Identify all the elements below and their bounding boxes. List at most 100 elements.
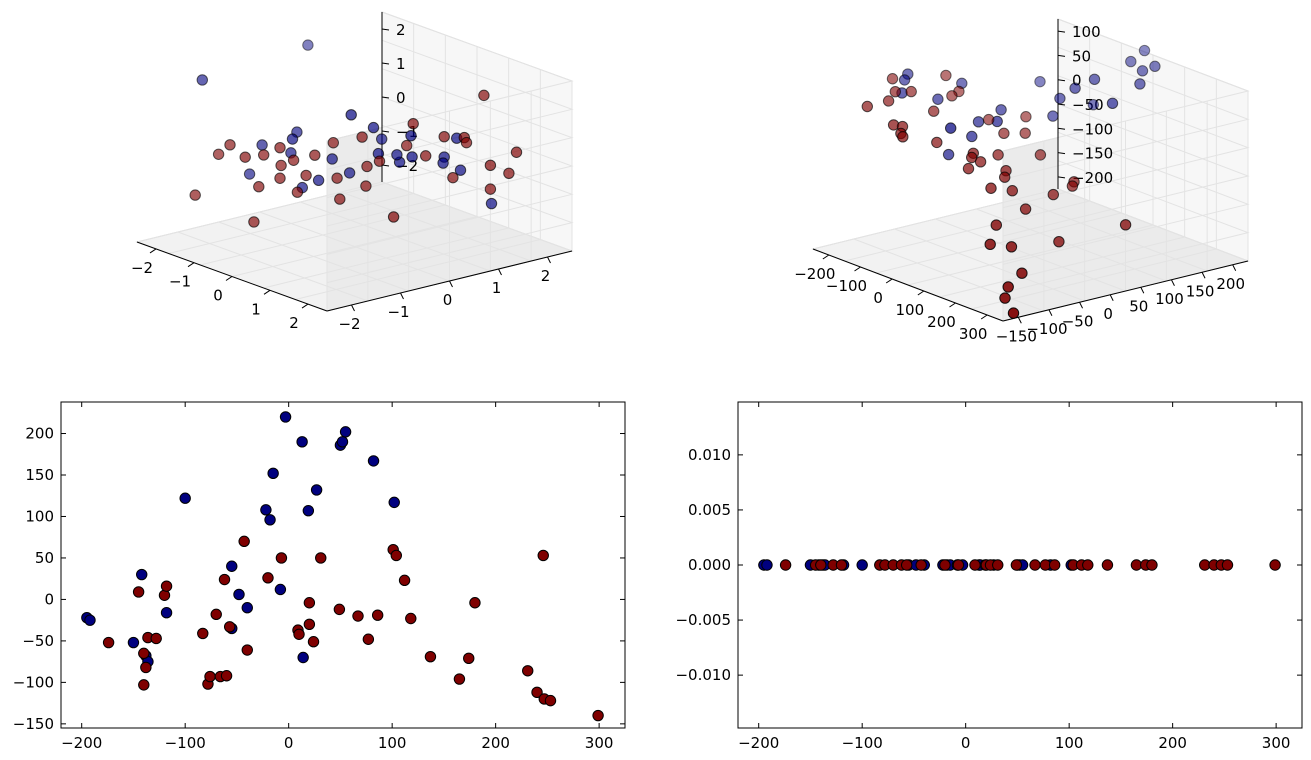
x-tick-label: −1: [169, 273, 191, 291]
data-point-red: [262, 572, 274, 584]
data-point-red: [889, 85, 901, 98]
y-tick-label: 0: [44, 590, 54, 608]
data-point-red: [897, 131, 909, 143]
data-point-red: [460, 136, 473, 149]
data-point-red: [1029, 559, 1041, 571]
x-tick-mark: [822, 254, 830, 260]
data-point-red: [1047, 188, 1060, 201]
data-point-blue: [972, 116, 985, 128]
data-point-red: [352, 610, 364, 622]
z-tick-mark: [381, 130, 390, 133]
data-point-blue: [336, 436, 349, 448]
y-tick-label: −150: [13, 715, 54, 733]
data-point-blue: [485, 197, 498, 210]
data-point-red: [132, 586, 145, 598]
y-tick-mark: [400, 292, 404, 300]
y-tick-label: 150: [25, 466, 54, 484]
data-point-blue: [1054, 92, 1066, 105]
x-tick-label: −2: [131, 259, 153, 277]
data-point-red: [287, 154, 300, 166]
data-point-blue: [279, 411, 292, 423]
data-point-blue: [454, 164, 467, 176]
y-tick-mark: [1017, 317, 1022, 324]
data-point-red: [931, 136, 943, 149]
y-tick-label: −150: [996, 327, 1037, 345]
data-point-blue: [1087, 98, 1100, 111]
data-point-red: [275, 552, 288, 564]
data-point-red: [398, 574, 411, 587]
data-point-red: [239, 151, 251, 163]
data-point-blue: [405, 129, 417, 142]
x-tick-mark: [854, 266, 861, 272]
data-point-red: [900, 559, 913, 571]
data-point-red: [387, 211, 400, 223]
data-point-blue: [160, 606, 173, 619]
y-tick-label: −50: [22, 632, 54, 650]
data-point-red: [939, 559, 951, 571]
data-point-red: [882, 95, 895, 107]
y-tick-mark: [547, 256, 551, 264]
data-point-red: [544, 694, 557, 707]
data-point-red: [984, 238, 996, 251]
data-point-red: [510, 146, 523, 158]
data-point-red: [928, 105, 940, 117]
data-point-blue: [1047, 110, 1059, 122]
z-tick-label: 1: [396, 55, 406, 73]
data-point-red: [241, 644, 253, 656]
data-point-red: [333, 603, 346, 616]
z-tick-label: 50: [1072, 47, 1091, 65]
y-tick-mark: [1079, 302, 1084, 309]
x-tick-mark: [301, 303, 309, 309]
data-point-blue: [136, 568, 148, 581]
data-point-red: [453, 673, 466, 685]
y-tick-label: −100: [1026, 320, 1067, 338]
data-point-red: [1066, 180, 1079, 192]
data-point-red: [522, 665, 534, 677]
data-point-blue: [367, 121, 380, 134]
data-point-red: [1002, 281, 1014, 293]
y-tick-mark: [1109, 294, 1114, 301]
data-point-blue: [761, 559, 773, 571]
data-point-blue: [1088, 73, 1101, 86]
data-point-red: [861, 100, 873, 113]
data-point-red: [1034, 149, 1047, 161]
data-point-red: [362, 633, 375, 645]
data-point-red: [371, 609, 384, 621]
x-tick-label: 0: [961, 734, 971, 752]
x-tick-label: 0: [873, 289, 883, 307]
data-point-red: [373, 155, 386, 167]
data-point-blue: [942, 148, 955, 161]
data-point-red: [212, 148, 225, 160]
y-tick-label: 0: [1103, 305, 1113, 323]
data-point-red: [274, 172, 286, 184]
data-point-blue: [302, 504, 315, 517]
data-point-red: [1269, 559, 1281, 571]
z-tick-mark: [1057, 152, 1066, 155]
chart-bottom-left: −200 −100 0 100 200 300 200 150 100 50 0 −50 −100 −15…: [13, 401, 626, 752]
data-point-red: [815, 559, 827, 571]
data-point-red: [969, 559, 981, 571]
data-point-blue: [339, 426, 352, 438]
data-point-blue: [196, 74, 209, 86]
data-point-red: [258, 149, 270, 161]
data-point-red: [361, 160, 373, 173]
data-point-blue: [297, 651, 309, 664]
data-point-red: [438, 130, 450, 143]
data-point-red: [1101, 559, 1114, 571]
data-point-red: [447, 171, 459, 184]
data-point-red: [1006, 185, 1018, 197]
data-point-red: [291, 186, 304, 198]
y-tick-label: 100: [1155, 290, 1184, 308]
data-point-red: [1019, 127, 1031, 139]
data-point-red: [999, 171, 1011, 183]
data-point-blue: [226, 560, 238, 572]
data-point-red: [1007, 307, 1020, 319]
y-tick-label: 50: [1129, 297, 1148, 315]
data-point-blue: [312, 174, 325, 187]
data-point-red: [197, 627, 209, 640]
data-point-red: [992, 149, 1004, 161]
data-point-red: [484, 159, 497, 172]
x-tick-label: 200: [927, 313, 956, 331]
data-point-red: [401, 139, 413, 152]
